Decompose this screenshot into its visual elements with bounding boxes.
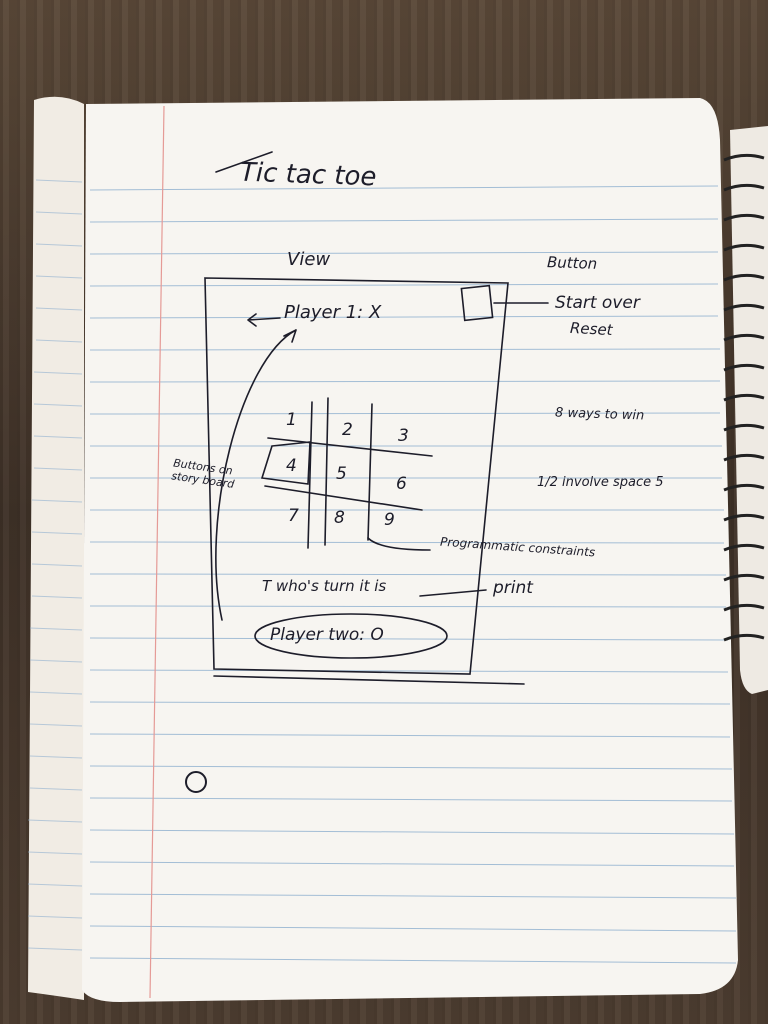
view-label: View <box>287 249 331 270</box>
player-two-ellipse <box>254 613 448 659</box>
curve-arrow <box>215 329 297 621</box>
doodle-circle <box>185 771 207 793</box>
button-square-sketch <box>460 284 494 322</box>
device-frame <box>204 277 509 675</box>
grid-line-h2 <box>264 485 423 511</box>
grid-cell-9: 9 <box>384 510 395 530</box>
cell-4-button-box <box>260 441 311 485</box>
grid-cell-5: 5 <box>336 464 347 484</box>
player-one-label: Player 1: X <box>284 302 382 323</box>
ruled-lines <box>89 185 737 964</box>
whose-turn-label: T who's turn it is <box>262 577 387 595</box>
button-label: Button <box>546 253 598 273</box>
grid-cell-4: 4 <box>286 456 297 476</box>
involve-space-note: 1/2 involve space 5 <box>537 475 664 490</box>
player-two-label: Player two: O <box>270 625 384 645</box>
ways-to-win-note: 8 ways to win <box>554 405 645 424</box>
grid-cell-2: 2 <box>342 420 353 440</box>
notebook-back-page <box>28 96 84 1001</box>
notebook-title: Tic tac toe <box>239 157 377 193</box>
grid-cell-6: 6 <box>396 474 407 494</box>
grid-line-v1 <box>307 401 313 549</box>
title-stroke <box>215 151 273 173</box>
grid-line-v2 <box>367 403 373 541</box>
print-label: print <box>493 578 533 598</box>
grid-cell-1: 1 <box>286 410 297 430</box>
margin-line <box>149 105 165 999</box>
grid-cell-8: 8 <box>334 508 345 528</box>
grid-cell-3: 3 <box>398 426 409 446</box>
grid-cell-7: 7 <box>288 506 299 526</box>
spiral-notebook <box>730 126 768 694</box>
reset-label: Reset <box>569 318 614 340</box>
start-over-label: Start over <box>555 293 640 313</box>
grid-line-h1 <box>267 437 433 457</box>
spiral-binding <box>723 153 765 642</box>
